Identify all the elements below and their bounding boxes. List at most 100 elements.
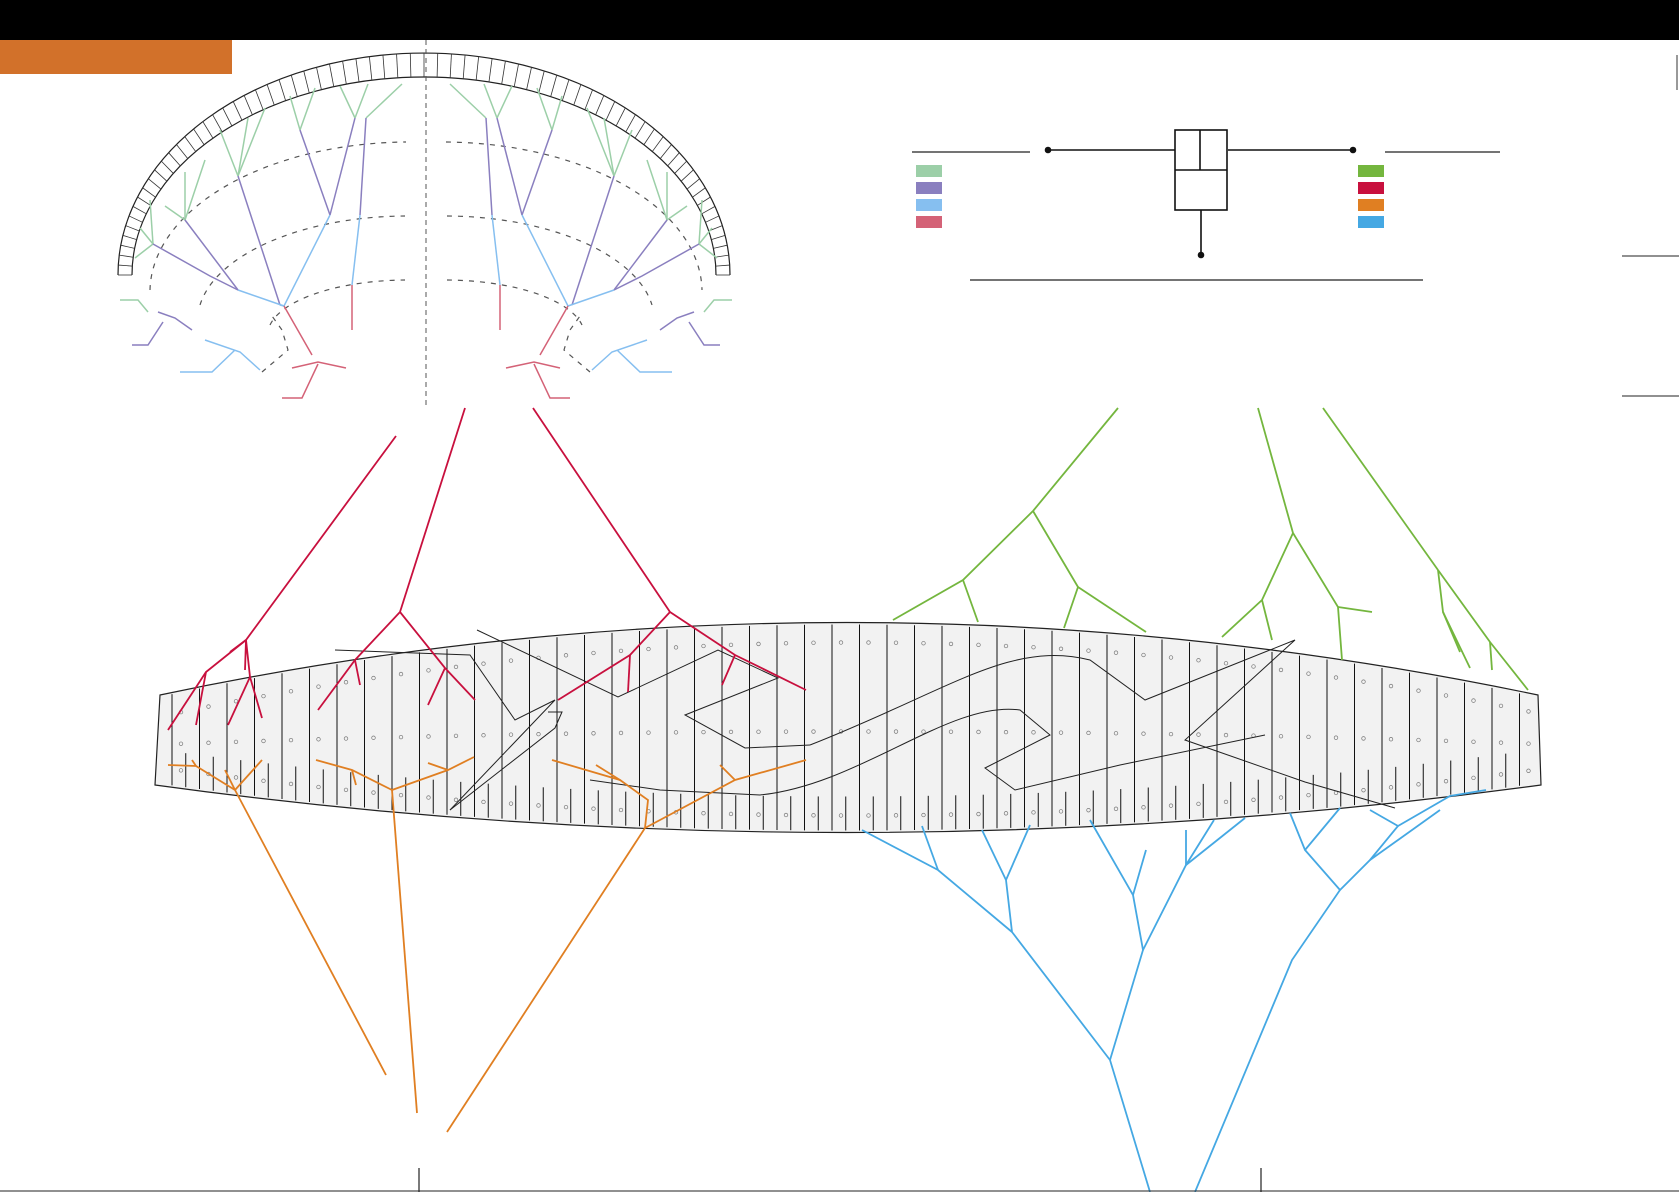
attachment-point xyxy=(233,775,239,780)
attachment-point xyxy=(1443,693,1449,698)
attachment-point xyxy=(1031,730,1036,735)
front-cell-divider xyxy=(526,67,532,90)
front-view-cells xyxy=(118,53,730,276)
legend-swatch-lower-right xyxy=(1358,216,1384,228)
title-tab xyxy=(0,40,232,74)
attachment-point xyxy=(1168,731,1174,737)
attachment-point xyxy=(1113,731,1119,736)
front-cell-divider xyxy=(584,89,593,110)
attachment-point xyxy=(756,729,761,734)
attachment-point xyxy=(921,729,926,734)
attachment-point xyxy=(1086,648,1091,653)
front-view-canopy-inner xyxy=(131,76,717,276)
front-cell-divider xyxy=(176,144,189,159)
attachment-point xyxy=(1361,788,1366,793)
attachment-point xyxy=(316,737,321,742)
attachment-point xyxy=(261,693,266,699)
front-cell-divider xyxy=(643,128,655,145)
front-cell-divider xyxy=(674,160,687,174)
attachment-point xyxy=(1278,667,1284,673)
legend-swatch-b xyxy=(916,182,942,194)
attachment-point xyxy=(948,641,954,647)
attachment-point xyxy=(1526,768,1531,773)
attachment-point xyxy=(948,729,954,734)
attachment-point xyxy=(316,784,321,790)
attachment-point xyxy=(783,729,789,734)
attachment-point xyxy=(453,664,459,670)
attachment-point xyxy=(1223,799,1229,805)
attachment-point xyxy=(1306,734,1311,740)
front-cell-divider xyxy=(561,79,570,101)
attachment-point xyxy=(783,812,789,818)
front-cell-divider xyxy=(686,178,700,190)
front-cell-divider xyxy=(501,60,506,85)
front-cell-divider xyxy=(119,254,134,258)
attachment-point xyxy=(426,668,431,673)
attachment-point xyxy=(1416,737,1421,743)
attachment-point xyxy=(508,732,514,737)
front-cell-divider xyxy=(232,101,243,121)
front-cell-divider xyxy=(168,152,181,167)
front-cell-divider xyxy=(550,74,558,97)
attachment-point xyxy=(206,740,211,745)
attachment-point xyxy=(536,731,541,737)
attachment-point xyxy=(398,734,404,740)
front-view-canopy-outer xyxy=(117,52,731,276)
attachment-point xyxy=(563,731,569,736)
attachment-point xyxy=(178,741,184,746)
front-cell-divider xyxy=(303,70,310,94)
attachment-point xyxy=(1251,797,1256,802)
attachment-point xyxy=(728,729,734,735)
front-cell-divider xyxy=(634,121,646,139)
front-cell-divider xyxy=(355,58,360,83)
front-cell-divider xyxy=(697,196,711,206)
attachment-point xyxy=(673,730,679,735)
front-cell-divider xyxy=(475,56,480,81)
attachment-point xyxy=(206,704,211,709)
attachment-point xyxy=(1361,736,1366,741)
attachment-point xyxy=(426,795,431,800)
attachment-point xyxy=(1058,646,1064,651)
front-lines-pink-left xyxy=(282,285,353,399)
attachment-point xyxy=(1416,782,1421,787)
legend-swatch-a xyxy=(916,165,942,177)
front-cell-divider xyxy=(266,84,275,106)
attachment-point xyxy=(453,733,459,738)
attachment-point xyxy=(1498,740,1504,745)
front-cell-divider xyxy=(128,215,143,223)
front-cell-divider xyxy=(713,244,728,249)
front-cell-divider xyxy=(409,53,412,78)
attachment-point xyxy=(371,675,376,681)
front-cell-divider xyxy=(137,196,151,206)
attachment-point xyxy=(481,799,486,805)
legend-swatch-upper-right xyxy=(1358,165,1384,177)
attachment-point xyxy=(618,648,624,654)
attachment-point xyxy=(591,806,596,811)
attachment-point xyxy=(1278,734,1284,739)
attachment-point xyxy=(1278,795,1284,800)
line-tree-upper-left xyxy=(167,407,807,731)
attachment-point xyxy=(756,812,761,817)
attachment-point xyxy=(728,811,734,817)
attachment-point xyxy=(1471,775,1476,781)
attachment-point xyxy=(701,643,706,649)
attachment-point xyxy=(1196,658,1201,663)
attachment-point xyxy=(508,658,514,663)
attachment-point xyxy=(1251,664,1256,669)
attachment-point xyxy=(866,729,871,734)
attachment-point xyxy=(563,804,569,810)
legend-swatch-lower-left xyxy=(1358,199,1384,211)
attachment-point xyxy=(1003,730,1009,735)
attachment-point xyxy=(508,801,514,806)
line-tree-lower-right xyxy=(861,789,1487,1192)
legend-swatch-c xyxy=(916,199,942,211)
front-cell-divider xyxy=(449,53,452,78)
attachment-point xyxy=(371,735,376,740)
front-cell-divider xyxy=(342,60,347,85)
attachment-point xyxy=(893,813,899,818)
attachment-point xyxy=(1058,809,1064,814)
attachment-point xyxy=(646,730,651,735)
attachment-point xyxy=(893,640,899,645)
attachment-point xyxy=(343,787,349,792)
